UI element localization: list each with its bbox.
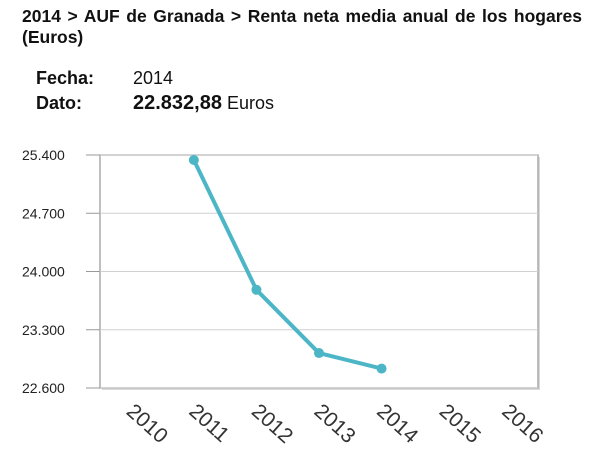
y-tick-label: 23.300 [22,322,65,338]
x-tick-label: 2011 [185,400,234,447]
date-label: Fecha: [36,68,95,88]
date-row: Fecha: 2014 [36,68,173,89]
x-tick-label: 2010 [122,400,172,448]
chart-title: 2014 > AUF de Granada > Renta neta media… [22,6,582,47]
x-tick-label: 2012 [247,400,297,448]
y-tick-label: 24.000 [22,264,65,280]
value-label: Dato: [36,93,82,113]
value-unit: Euros [227,93,275,113]
y-tick-label: 25.400 [22,147,65,163]
x-tick-label: 2013 [310,400,360,448]
point [314,348,324,359]
y-tick-label: 24.700 [22,205,65,221]
point [376,363,387,374]
x-tick-label: 2014 [372,400,422,449]
line [192,159,383,371]
value-row: Dato: 22.832,88 Euros [36,92,274,115]
date-value: 2014 [133,68,174,88]
x-tick-label: 2016 [497,400,547,448]
x-tick-label: 2015 [435,400,485,448]
y-tick-label: 22.600 [22,380,65,396]
value-number: 22.832,88 [133,92,222,114]
point [188,154,199,165]
point [251,284,262,295]
